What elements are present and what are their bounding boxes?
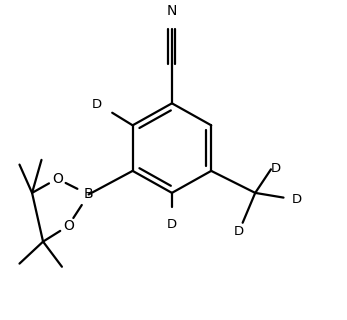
Text: D: D <box>271 162 281 175</box>
Text: O: O <box>52 172 63 186</box>
Text: D: D <box>91 98 102 111</box>
Text: O: O <box>63 219 74 233</box>
Text: D: D <box>234 225 244 238</box>
Text: D: D <box>167 218 177 231</box>
Text: B: B <box>84 188 93 202</box>
Text: D: D <box>292 193 302 205</box>
Text: N: N <box>167 4 177 19</box>
